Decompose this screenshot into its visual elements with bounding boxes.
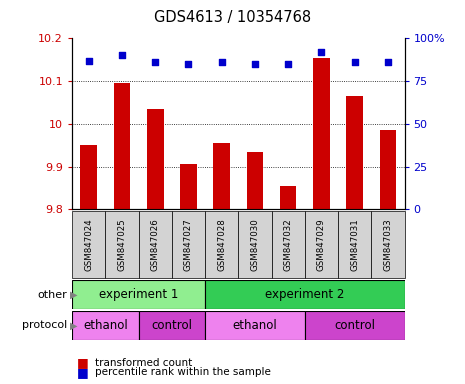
Bar	[205, 280, 405, 309]
Text: transformed count: transformed count	[95, 358, 193, 368]
Bar	[147, 109, 164, 209]
Text: other: other	[38, 290, 67, 300]
Point	[384, 59, 392, 65]
Bar	[139, 311, 205, 340]
Bar	[205, 211, 239, 278]
Bar	[139, 211, 172, 278]
Text: GSM847024: GSM847024	[84, 218, 93, 271]
Bar	[305, 211, 338, 278]
Text: ethanol: ethanol	[83, 319, 128, 332]
Bar	[80, 145, 97, 209]
Bar	[72, 311, 139, 340]
Bar	[305, 311, 405, 340]
Bar	[338, 211, 371, 278]
Bar	[272, 211, 305, 278]
Point	[218, 59, 226, 65]
Bar	[113, 83, 130, 209]
Text: GSM847028: GSM847028	[217, 218, 226, 271]
Text: GSM847032: GSM847032	[284, 218, 292, 271]
Text: percentile rank within the sample: percentile rank within the sample	[95, 367, 271, 377]
Bar	[246, 152, 263, 209]
Bar	[346, 96, 363, 209]
Bar	[180, 164, 197, 209]
Point	[85, 58, 93, 64]
Text: ▶: ▶	[70, 290, 77, 300]
Bar	[105, 211, 139, 278]
Text: GSM847031: GSM847031	[350, 218, 359, 271]
Text: ■: ■	[77, 356, 88, 369]
Text: GSM847030: GSM847030	[251, 218, 259, 271]
Bar	[172, 211, 205, 278]
Text: experiment 1: experiment 1	[99, 288, 178, 301]
Text: ▶: ▶	[70, 320, 77, 331]
Point	[152, 59, 159, 65]
Text: experiment 2: experiment 2	[265, 288, 345, 301]
Bar	[213, 143, 230, 209]
Point	[351, 59, 359, 65]
Text: GSM847025: GSM847025	[118, 218, 126, 271]
Text: ethanol: ethanol	[232, 319, 277, 332]
Bar	[72, 280, 205, 309]
Bar	[379, 130, 396, 209]
Bar	[313, 58, 330, 209]
Bar	[205, 311, 305, 340]
Text: GDS4613 / 10354768: GDS4613 / 10354768	[154, 10, 311, 25]
Text: GSM847029: GSM847029	[317, 218, 326, 271]
Text: control: control	[334, 319, 375, 332]
Bar	[280, 186, 297, 209]
Point	[285, 61, 292, 67]
Text: GSM847026: GSM847026	[151, 218, 159, 271]
Point	[251, 61, 259, 67]
Point	[118, 52, 126, 58]
Bar	[239, 211, 272, 278]
Point	[185, 61, 192, 67]
Point	[318, 49, 325, 55]
Text: ■: ■	[77, 366, 88, 379]
Text: GSM847033: GSM847033	[384, 218, 392, 271]
Bar	[371, 211, 405, 278]
Text: control: control	[151, 319, 193, 332]
Text: protocol: protocol	[22, 320, 67, 331]
Bar	[72, 211, 105, 278]
Text: GSM847027: GSM847027	[184, 218, 193, 271]
